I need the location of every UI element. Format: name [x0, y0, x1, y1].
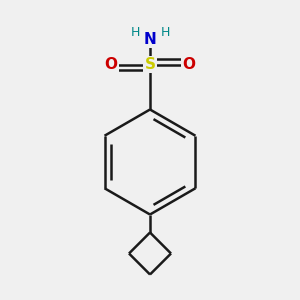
Text: O: O: [104, 57, 118, 72]
Text: H: H: [160, 26, 170, 40]
Text: O: O: [182, 57, 196, 72]
Text: H: H: [130, 26, 140, 40]
Text: S: S: [145, 57, 155, 72]
Text: N: N: [144, 32, 156, 46]
